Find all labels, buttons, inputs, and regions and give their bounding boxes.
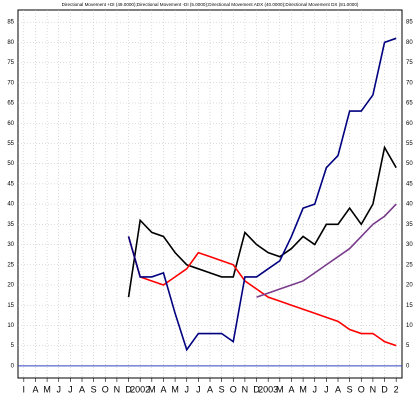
x-tick-label: 2002 (130, 384, 150, 394)
x-tick-label: I (23, 384, 26, 394)
x-tick-label: J (68, 384, 73, 394)
x-tick-label: D (253, 384, 260, 394)
y-tick-label: 75 (7, 60, 14, 66)
y-tick-label: 80 (7, 40, 14, 46)
series-line (127, 145, 397, 298)
x-tick-label: J (324, 384, 329, 394)
x-tick-label: J (56, 384, 61, 394)
x-tick-label: A (288, 384, 294, 394)
y-tick-label-right: 0 (406, 363, 410, 369)
chart-title: Directional Movement +DI (49.0000);Direc… (62, 2, 359, 7)
y-tick-label-right: 50 (406, 161, 413, 167)
y-tick-label-right: 70 (406, 80, 413, 86)
x-tick-label: A (79, 384, 85, 394)
x-tick-label: J (196, 384, 201, 394)
y-tick-label-right: 30 (406, 242, 413, 248)
x-tick-label: M (171, 384, 179, 394)
y-tick-label: 40 (7, 202, 14, 208)
series-line (127, 37, 397, 352)
y-tick-label: 5 (11, 343, 15, 349)
y-tick-label-right: 15 (406, 303, 413, 309)
x-tick-label: A (160, 384, 166, 394)
x-tick-label: S (91, 384, 97, 394)
y-tick-label-right: 60 (406, 121, 413, 127)
y-tick-label-right: 35 (406, 222, 413, 228)
x-tick-label: A (32, 384, 38, 394)
x-tick-label: N (114, 384, 121, 394)
x-tick-label: O (102, 384, 109, 394)
y-tick-label: 25 (7, 262, 14, 268)
x-tick-label: N (370, 384, 377, 394)
y-tick-label-right: 40 (406, 202, 413, 208)
x-tick-label: J (184, 384, 189, 394)
x-tick-label: M (148, 384, 156, 394)
x-tick-label: O (358, 384, 365, 394)
y-tick-label: 45 (7, 181, 14, 187)
y-tick-label-right: 80 (406, 40, 413, 46)
x-tick-label: M (276, 384, 284, 394)
y-tick-label: 30 (7, 242, 14, 248)
y-tick-label: 15 (7, 303, 14, 309)
x-tick-label: J (312, 384, 317, 394)
x-tick-label: D (381, 384, 388, 394)
y-tick-label: 60 (7, 121, 14, 127)
y-tick-label-right: 65 (406, 101, 413, 107)
y-tick-label: 35 (7, 222, 14, 228)
y-tick-label-right: 85 (406, 20, 413, 26)
y-tick-label: 0 (11, 363, 15, 369)
x-tick-label: M (299, 384, 307, 394)
x-tick-label: A (335, 384, 341, 394)
y-tick-label-right: 20 (406, 283, 413, 289)
x-tick-label: S (219, 384, 225, 394)
y-tick-label-right: 10 (406, 323, 413, 329)
y-tick-label: 70 (7, 80, 14, 86)
y-tick-label: 65 (7, 101, 14, 107)
x-tick-label: N (242, 384, 249, 394)
y-tick-label: 10 (7, 323, 14, 329)
y-tick-label-right: 55 (406, 141, 413, 147)
y-tick-label: 20 (7, 283, 14, 289)
series-line (256, 203, 397, 298)
y-tick-label-right: 45 (406, 181, 413, 187)
y-tick-label: 85 (7, 20, 14, 26)
y-tick-label: 55 (7, 141, 14, 147)
x-tick-label: 2 (394, 384, 399, 394)
x-tick-label: M (43, 384, 51, 394)
y-tick-label-right: 75 (406, 60, 413, 66)
x-tick-label: S (347, 384, 353, 394)
y-tick-label: 50 (7, 161, 14, 167)
x-tick-label: A (207, 384, 213, 394)
x-tick-label: D (125, 384, 132, 394)
y-tick-label-right: 25 (406, 262, 413, 268)
series-line (127, 236, 397, 347)
x-tick-label: O (230, 384, 237, 394)
x-tick-label: 2003 (258, 384, 278, 394)
y-tick-label-right: 5 (406, 343, 410, 349)
